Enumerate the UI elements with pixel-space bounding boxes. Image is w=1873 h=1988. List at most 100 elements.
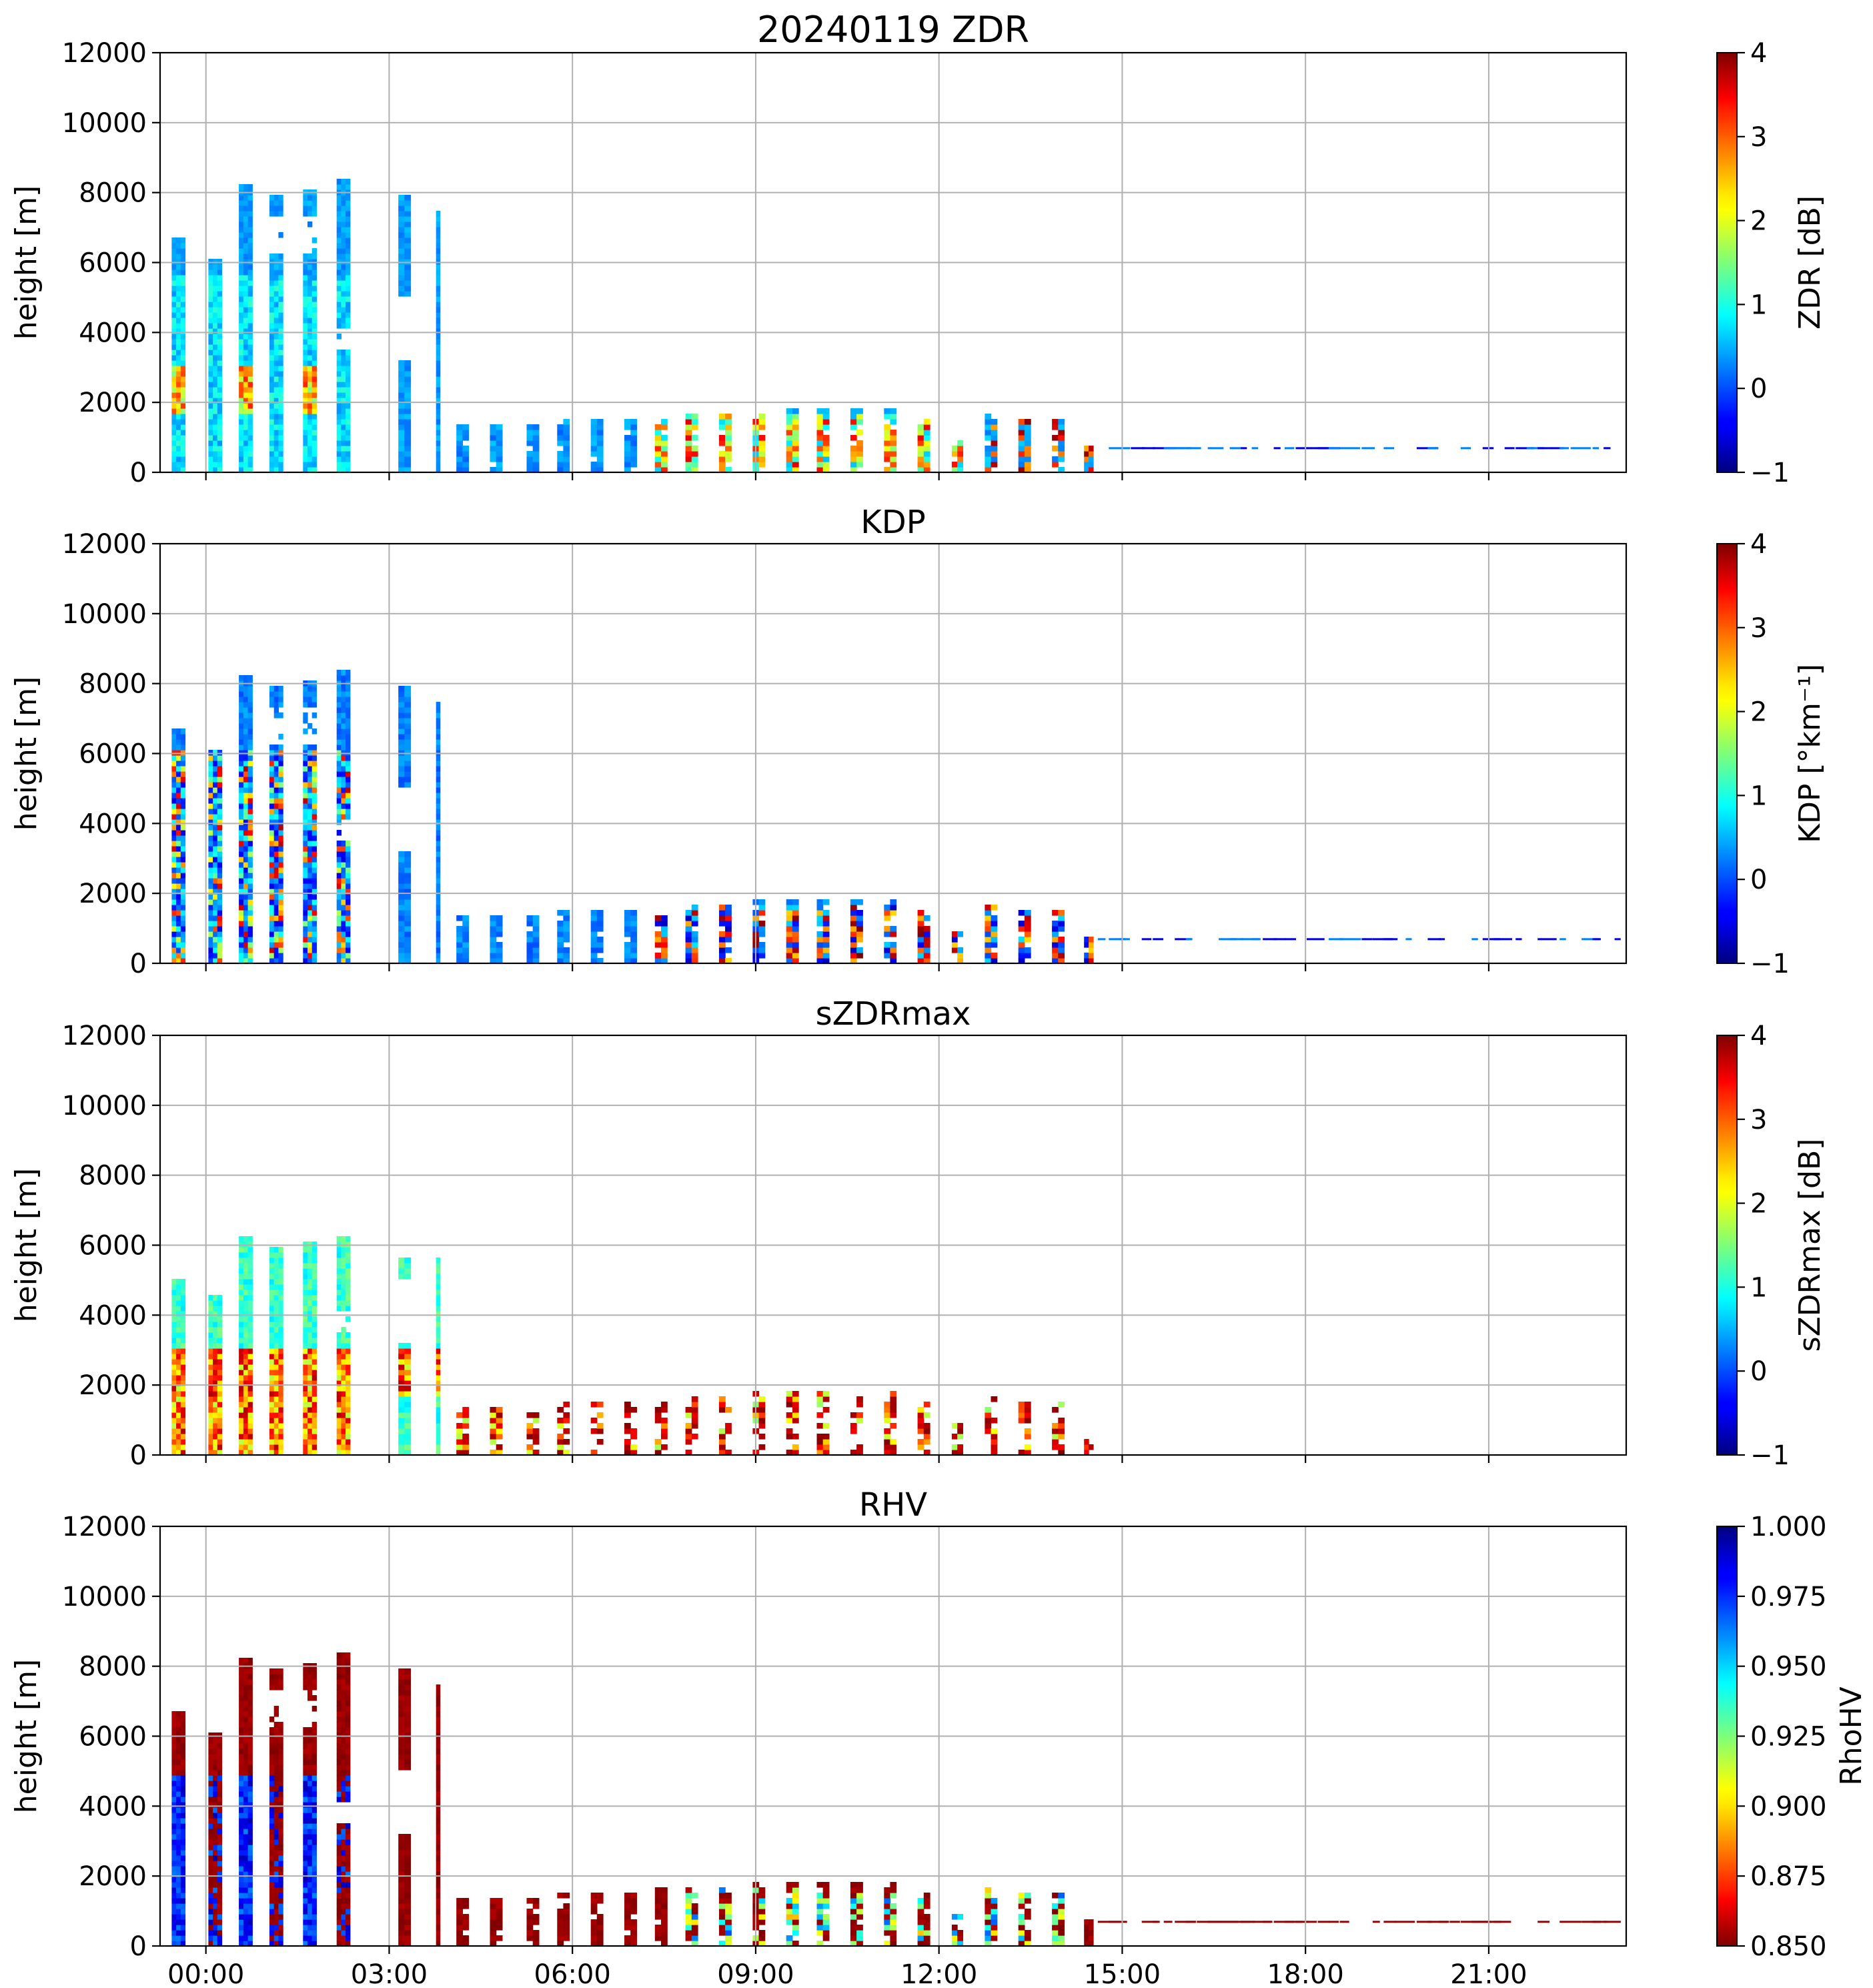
data-cell [171, 899, 177, 905]
data-cell [180, 814, 186, 820]
data-cell [303, 403, 308, 409]
data-cell [243, 1236, 249, 1242]
data-cell [171, 1722, 177, 1728]
data-cell [273, 1412, 279, 1418]
data-cell [822, 931, 830, 937]
data-cell [311, 1893, 317, 1899]
data-cell [278, 1370, 283, 1376]
data-cell [273, 1252, 279, 1258]
data-cell [341, 1732, 346, 1738]
data-cell [273, 334, 279, 340]
data-cell [303, 718, 308, 724]
data-cell [816, 947, 824, 953]
data-cell [341, 307, 346, 313]
data-cell [303, 712, 308, 718]
data-cell [247, 1684, 253, 1690]
data-cell [991, 1396, 998, 1402]
data-cell [171, 328, 177, 334]
data-cell [208, 1807, 213, 1813]
data-cell [217, 1871, 223, 1877]
data-cell [180, 419, 186, 425]
data-cell [624, 921, 631, 927]
data-cell [307, 1818, 313, 1824]
data-cell [247, 398, 253, 404]
data-cell [176, 275, 181, 281]
data-cell [792, 456, 799, 462]
data-cell [239, 1839, 244, 1845]
data-cell [180, 264, 186, 270]
data-cell [213, 1316, 218, 1322]
data-cell [180, 921, 186, 927]
data-cell [341, 1684, 346, 1690]
data-cell [278, 467, 283, 473]
data-cell [243, 1295, 249, 1301]
data-cell [563, 435, 570, 441]
data-cell [630, 462, 637, 468]
data-cell [624, 467, 631, 473]
data-cell [557, 1919, 564, 1925]
data-cell [685, 440, 692, 446]
data-cell [307, 867, 313, 873]
data-cell [303, 814, 308, 820]
data-cell [336, 953, 342, 959]
data-cell [247, 1241, 253, 1248]
data-cell [398, 1914, 405, 1920]
data-cell [217, 771, 223, 777]
data-cell [654, 937, 662, 943]
data-cell [596, 1893, 604, 1899]
data-cell [247, 1909, 253, 1915]
data-cell [180, 1332, 186, 1338]
data-cell [213, 1909, 218, 1915]
data-cell [436, 1258, 441, 1264]
data-cell [654, 424, 662, 430]
data-cell [307, 1279, 313, 1285]
data-cell [532, 1450, 540, 1456]
data-cell [273, 323, 279, 329]
data-cell [213, 937, 218, 943]
data-cell [436, 291, 441, 297]
data-cell [346, 211, 351, 217]
data-cell [336, 355, 342, 361]
data-cell [243, 1930, 249, 1936]
data-cell [1089, 1444, 1094, 1450]
data-cell [239, 248, 244, 254]
data-cell [346, 958, 351, 964]
data-cell [208, 915, 213, 921]
data-cell [307, 376, 313, 382]
data-cell [273, 355, 279, 361]
data-cell [307, 862, 313, 868]
data-cell [346, 1898, 351, 1904]
data-cell [346, 1716, 351, 1722]
data-cell [208, 334, 213, 340]
data-cell [243, 344, 249, 350]
data-cell [171, 296, 177, 302]
data-cell [398, 243, 405, 249]
data-cell [1024, 937, 1031, 943]
data-cell [247, 403, 253, 409]
data-cell [278, 873, 283, 879]
data-cell [563, 926, 570, 932]
data-cell [341, 419, 346, 425]
data-cell [490, 1903, 497, 1909]
data-cell [596, 942, 604, 948]
data-cell [171, 1925, 177, 1931]
data-cell [404, 1423, 412, 1429]
data-cell [336, 1797, 342, 1803]
data-cell [532, 1935, 540, 1941]
data-cell [307, 1909, 313, 1915]
data-cell [278, 782, 283, 788]
data-cell [176, 1444, 181, 1450]
data-cell [923, 430, 930, 436]
data-cell [180, 905, 186, 911]
data-cell [398, 1871, 405, 1877]
data-cell [341, 1391, 346, 1397]
data-cell [171, 755, 177, 761]
data-cell [213, 926, 218, 932]
data-cell [243, 787, 249, 793]
data-cell [180, 1861, 186, 1867]
data-cell [630, 910, 637, 916]
data-cell [171, 1861, 177, 1867]
data-cell [208, 846, 213, 852]
data-cell [239, 1893, 244, 1899]
data-cell [176, 787, 181, 793]
